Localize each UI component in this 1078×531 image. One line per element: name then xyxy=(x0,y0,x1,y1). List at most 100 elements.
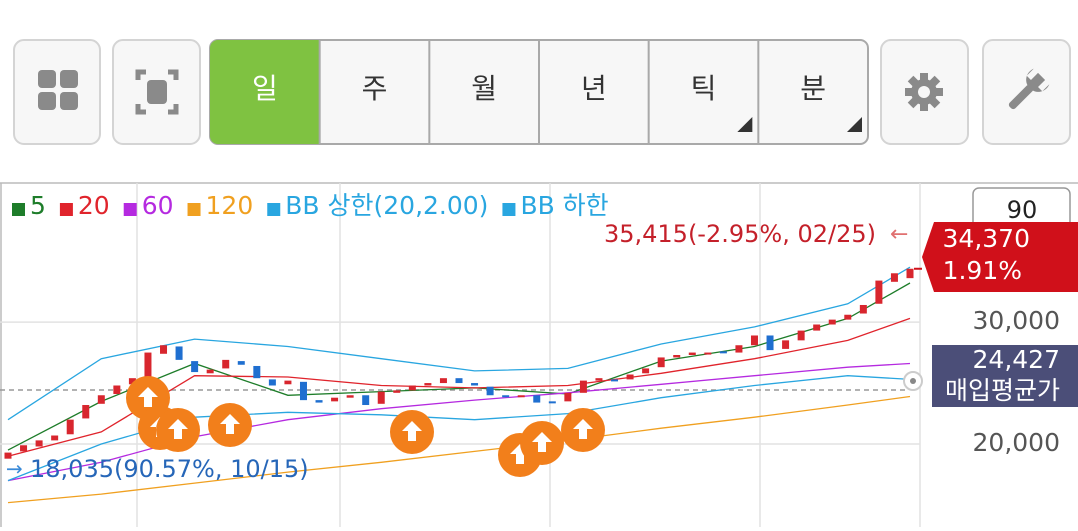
candle xyxy=(486,386,494,396)
candle xyxy=(424,383,432,386)
high-price-label: 35,415(-2.95%, 02/25) xyxy=(604,220,876,248)
tab-active[interactable] xyxy=(210,40,320,144)
focus-icon-core xyxy=(147,80,167,104)
signal-arrow xyxy=(168,419,188,439)
high-arrow: ← xyxy=(890,222,908,247)
candle xyxy=(4,452,12,459)
y-tick-label: 30,000 xyxy=(973,306,1060,335)
tab-label[interactable]: 년 xyxy=(581,72,607,105)
legend-label: BB 하한 xyxy=(520,191,608,220)
candle xyxy=(160,345,168,354)
signal-arrow xyxy=(573,419,593,439)
candle xyxy=(331,397,339,402)
candle xyxy=(20,445,28,452)
legend-swatch xyxy=(59,203,73,216)
candle xyxy=(82,405,90,419)
focus-icon xyxy=(135,69,179,115)
current-price-box xyxy=(922,222,1078,292)
candle xyxy=(875,280,883,304)
candle xyxy=(237,361,245,365)
candle xyxy=(191,361,199,373)
candle xyxy=(611,379,619,382)
candle xyxy=(844,314,852,320)
signal-arrow xyxy=(138,387,158,407)
avg-price-clip: 24,427 매입평균가 xyxy=(945,345,1060,405)
legend-label: 20 xyxy=(78,191,110,220)
tab-label[interactable]: 월 xyxy=(471,72,497,105)
candle xyxy=(128,378,136,385)
avg-price-box xyxy=(932,345,1078,407)
candle xyxy=(890,273,898,282)
candle xyxy=(346,395,354,398)
candle xyxy=(657,357,665,368)
low-arrow: → xyxy=(6,457,23,481)
candle xyxy=(97,395,105,404)
candle xyxy=(564,392,572,402)
avg-price: 24,427 xyxy=(973,345,1060,374)
candle xyxy=(579,380,587,393)
candle xyxy=(393,390,401,393)
candle xyxy=(284,380,292,385)
candle xyxy=(517,395,525,398)
candle xyxy=(408,385,416,391)
candle xyxy=(439,378,447,384)
avg-handle-dot xyxy=(910,378,916,384)
legend-swatch xyxy=(123,203,137,216)
period-value: 90 xyxy=(1007,196,1038,224)
candle xyxy=(113,385,121,395)
candle xyxy=(206,369,214,374)
candle xyxy=(362,395,370,406)
current-price: 34,370 xyxy=(943,224,1030,253)
candle xyxy=(455,378,463,384)
candle xyxy=(66,419,74,435)
legend-swatch xyxy=(187,203,201,216)
candle xyxy=(502,395,510,398)
legend-label: 60 xyxy=(142,191,174,220)
signal-arrow xyxy=(532,432,552,452)
tab-label[interactable]: 주 xyxy=(362,72,388,105)
current-change: 1.91% xyxy=(943,256,1022,285)
tab-label[interactable]: 틱 xyxy=(691,72,717,105)
avg-price-title: 매입평균가 xyxy=(945,376,1060,405)
legend-swatch xyxy=(267,203,281,216)
candle xyxy=(673,355,681,358)
low-price-label: 18,035(90.57%, 10/15) xyxy=(30,455,309,483)
legend-swatch xyxy=(12,203,25,216)
candle xyxy=(175,346,183,360)
candle xyxy=(626,374,634,380)
signal-arrow xyxy=(220,414,240,434)
candle xyxy=(719,351,727,354)
legend-label: 120 xyxy=(206,191,254,220)
candle xyxy=(533,395,541,403)
candle xyxy=(144,352,152,377)
tab-dropdown xyxy=(847,117,862,132)
candle xyxy=(35,440,43,447)
tab-dropdown xyxy=(737,117,753,132)
candle xyxy=(750,335,758,346)
candle xyxy=(797,330,805,341)
legend-label: 5 xyxy=(30,191,46,220)
candle xyxy=(51,435,59,441)
candle xyxy=(735,345,743,353)
tab-label[interactable]: 분 xyxy=(800,72,826,105)
candle xyxy=(642,368,650,374)
tab-label[interactable]: 일 xyxy=(252,72,278,105)
legend-label: BB 상한(20,2.00) xyxy=(285,191,488,220)
candle xyxy=(222,359,230,369)
candle xyxy=(377,391,385,404)
legend-swatch xyxy=(502,203,516,216)
candle xyxy=(595,378,603,381)
candle xyxy=(782,340,790,349)
candle xyxy=(688,352,696,355)
grid-icon xyxy=(38,70,78,110)
signal-arrow xyxy=(402,421,422,441)
layout-button[interactable] xyxy=(13,39,101,145)
date-grid xyxy=(136,183,761,527)
candle xyxy=(548,401,556,404)
candle xyxy=(859,304,867,314)
candle xyxy=(704,352,712,355)
y-tick-label: 20,000 xyxy=(973,428,1060,457)
candle xyxy=(813,324,821,331)
